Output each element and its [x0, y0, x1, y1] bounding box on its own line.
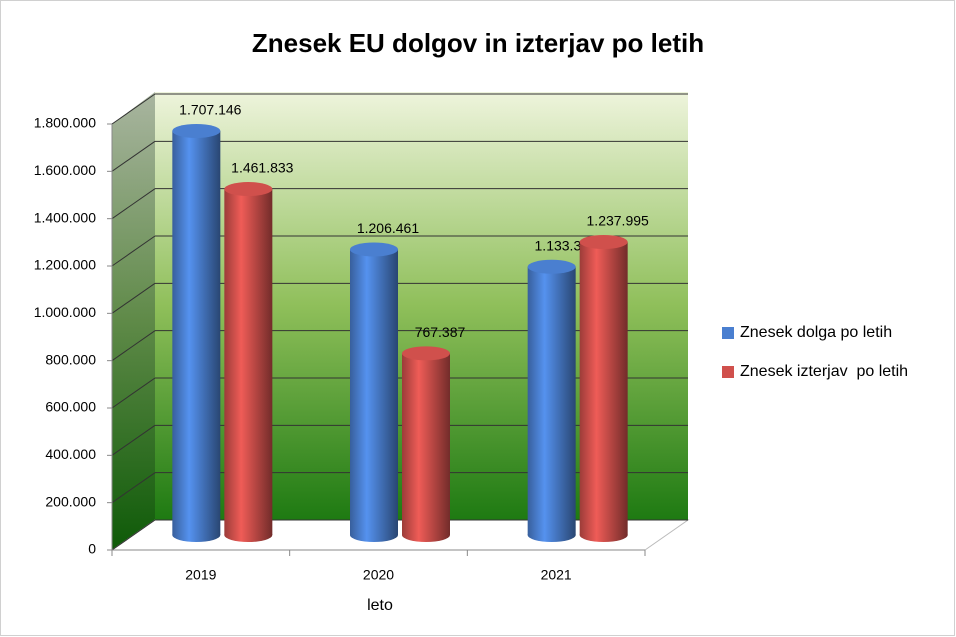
y-tick-label: 1.200.000 [34, 257, 96, 273]
value-label: 1.237.995 [587, 213, 649, 229]
y-tick-label: 400.000 [45, 446, 96, 462]
y-tick-label: 1.400.000 [34, 209, 96, 225]
bar [579, 242, 628, 535]
legend-label: Znesek izterjav po letih [740, 363, 908, 380]
bar-cap [224, 182, 273, 197]
grid-line [111, 235, 156, 267]
grid-line [111, 282, 156, 314]
y-tick-label: 1.600.000 [34, 162, 96, 178]
y-tick-label: 0 [88, 541, 96, 557]
bar-cap [527, 259, 576, 274]
bar [527, 266, 576, 535]
x-tick-label: 2019 [185, 567, 216, 583]
bar-cap [172, 123, 221, 138]
grid-line [111, 377, 156, 409]
grid-line [111, 519, 156, 551]
legend-swatch [722, 327, 734, 339]
chart-title: Znesek EU dolgov in izterjav po letih [252, 28, 704, 58]
bar-cap [350, 242, 398, 257]
legend-swatch [722, 366, 734, 378]
bar-cap [402, 346, 450, 361]
grid-line [111, 424, 156, 456]
grid-line [111, 93, 156, 125]
bar [350, 249, 398, 536]
grid-line [111, 330, 156, 362]
bar [402, 353, 450, 535]
y-tick-label: 1.000.000 [34, 304, 96, 320]
value-label: 1.707.146 [179, 102, 241, 118]
legend-label: Znesek dolga po letih [740, 324, 892, 341]
value-label: 1.461.833 [231, 160, 293, 176]
side-wall [112, 92, 155, 550]
y-tick-label: 800.000 [45, 351, 96, 367]
y-tick-label: 600.000 [45, 399, 96, 415]
bar [224, 189, 273, 536]
value-label: 767.387 [415, 324, 466, 340]
value-label: 1.206.461 [357, 220, 419, 236]
grid-line [111, 140, 156, 172]
x-tick-label: 2021 [541, 567, 572, 583]
y-tick-label: 200.000 [45, 493, 96, 509]
grid-line [111, 188, 156, 220]
x-tick-label: 2020 [363, 567, 394, 583]
bar-cap [579, 235, 628, 250]
bar [172, 130, 221, 535]
x-axis-title: leto [367, 597, 393, 614]
y-tick-label: 1.800.000 [34, 115, 96, 131]
grid-line [111, 472, 156, 504]
